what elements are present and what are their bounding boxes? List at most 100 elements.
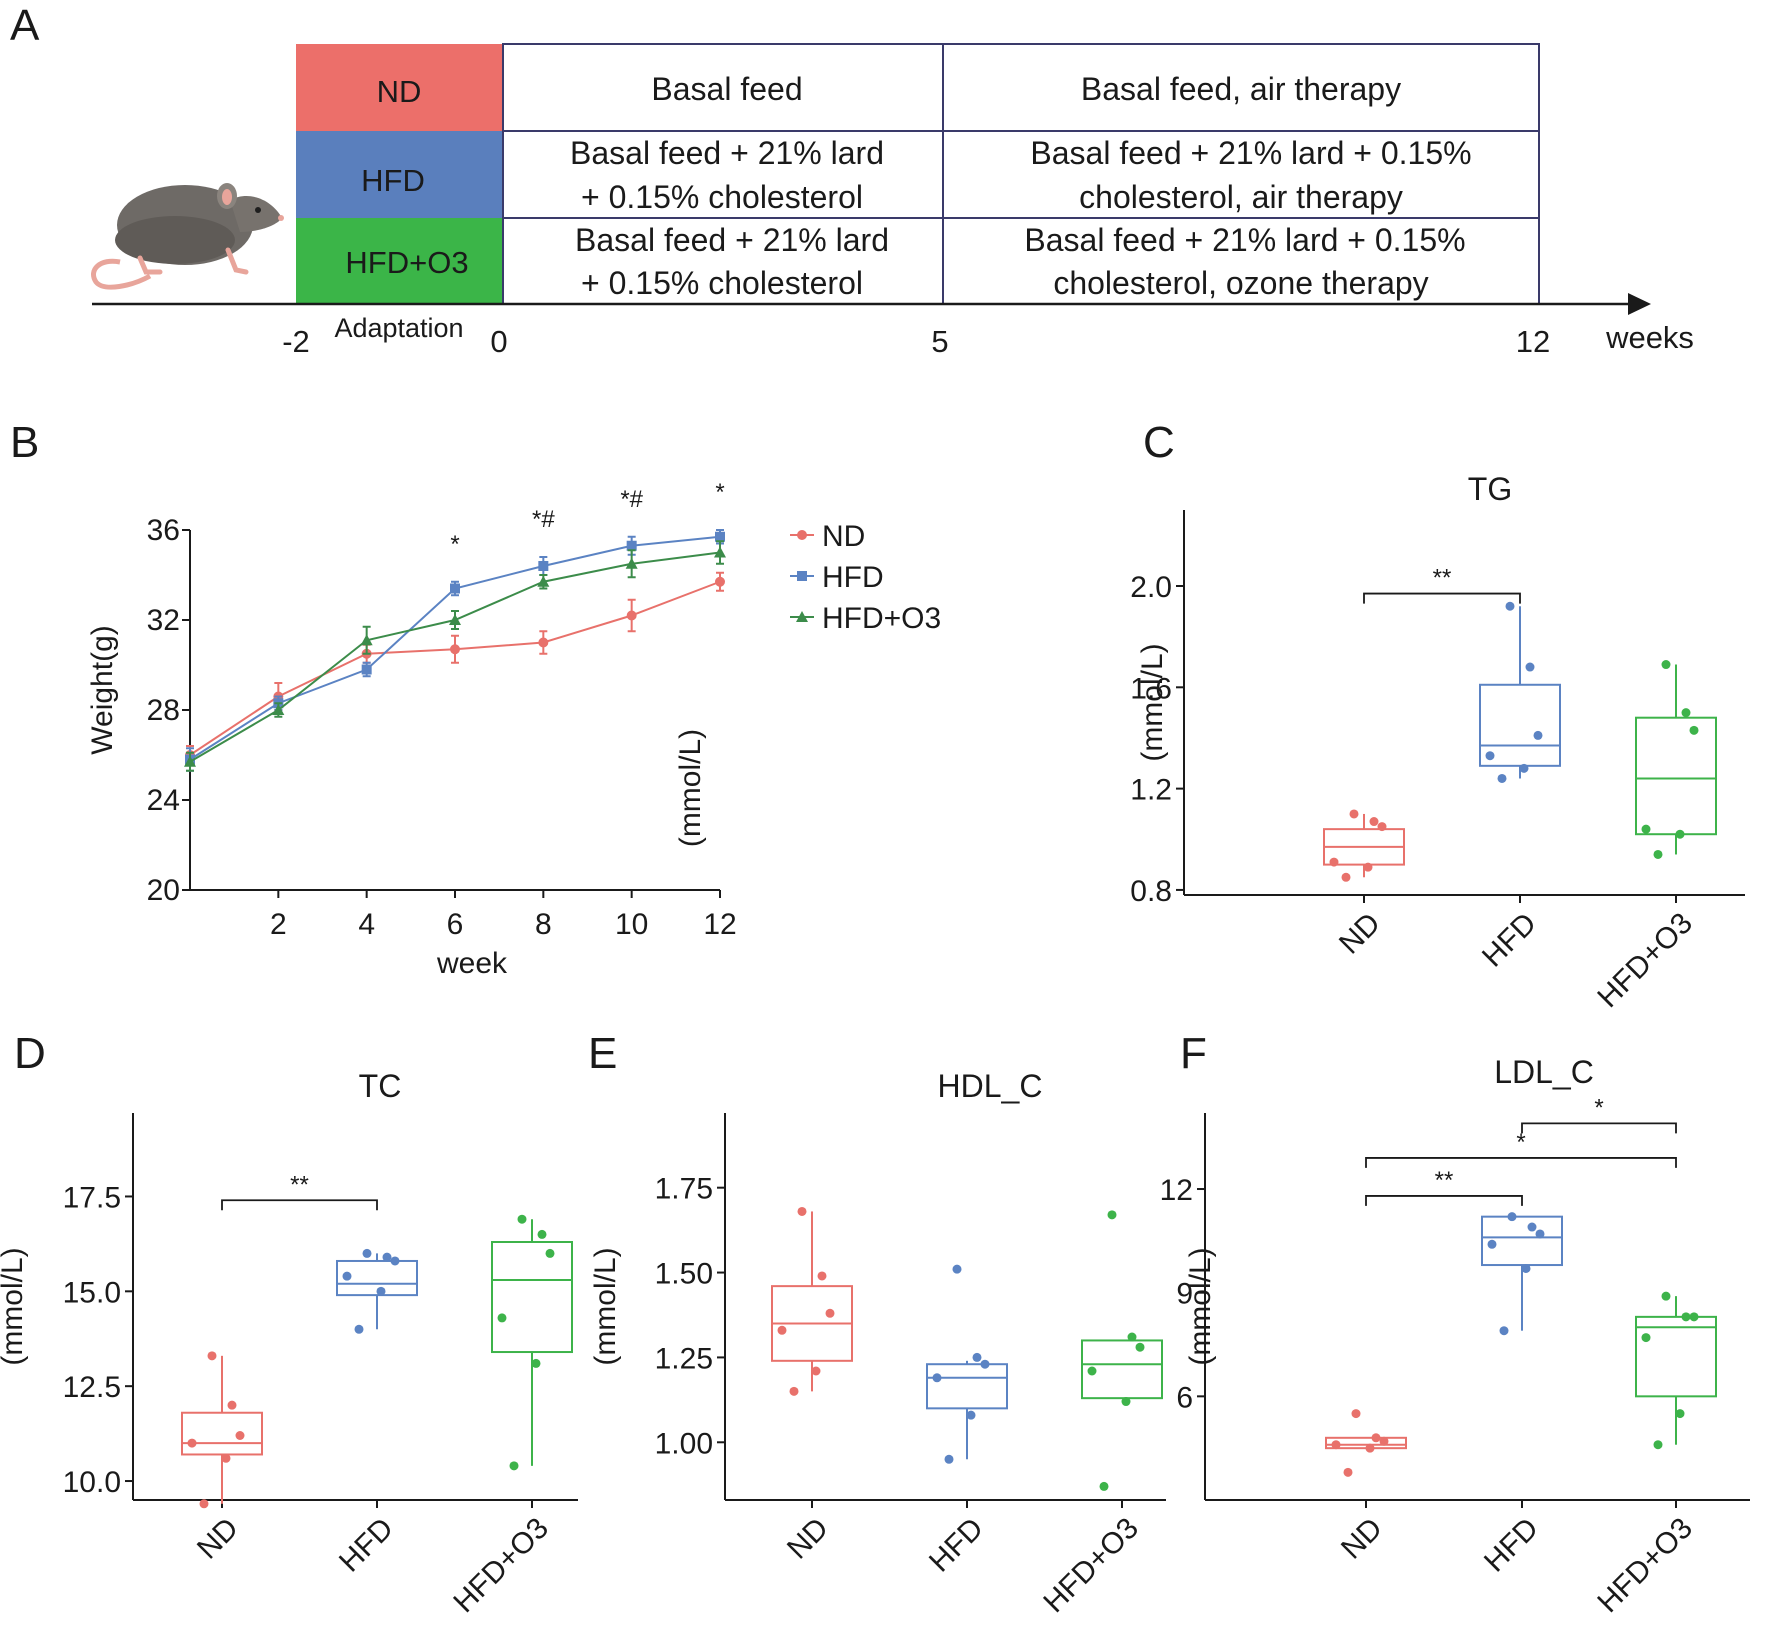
x-tick-label: 4 <box>358 908 375 941</box>
y-tick-label: 1.25 <box>655 1342 713 1375</box>
x-tick-label: ND <box>1335 1512 1389 1566</box>
data-point <box>199 1499 209 1509</box>
data-point <box>1653 1440 1663 1450</box>
data-point <box>789 1386 799 1396</box>
data-point <box>1507 1212 1517 1222</box>
cell-nd-phase1: Basal feed <box>651 71 802 107</box>
data-point <box>1343 1467 1353 1477</box>
group-block-hfd <box>296 131 503 218</box>
panel-a-letter: A <box>10 1 40 50</box>
y-axis-title: (mmol/L) <box>1136 643 1169 761</box>
data-point <box>235 1431 245 1440</box>
y-tick-label: 32 <box>147 604 180 637</box>
data-point <box>626 540 637 551</box>
cell-hfd-phase1-line2: + 0.15% cholesterol <box>581 179 863 215</box>
group-label-nd: ND <box>377 74 422 109</box>
data-point <box>342 1271 352 1281</box>
y-tick-label: 28 <box>147 694 180 727</box>
y-tick-label: 15.0 <box>63 1276 121 1309</box>
data-point <box>376 1286 386 1296</box>
data-point <box>1329 857 1339 867</box>
group-block-nd <box>296 44 503 131</box>
data-point <box>1349 809 1359 819</box>
data-point <box>531 1358 541 1368</box>
x-tick-label: 10 <box>615 908 648 941</box>
significance-label: ** <box>1435 1167 1454 1194</box>
timeline-label-minus2: -2 <box>282 324 310 359</box>
y-tick-label: 1.2 <box>1130 774 1172 807</box>
data-point <box>227 1400 237 1410</box>
y-axis-title: (mmol/L) <box>589 1247 622 1365</box>
rat-icon <box>91 183 284 290</box>
data-point <box>626 610 637 621</box>
data-point <box>517 1214 527 1224</box>
x-tick-label: 12 <box>703 908 736 941</box>
data-point <box>1363 862 1373 872</box>
box-iqr <box>926 1363 1008 1410</box>
y-axis-title: Weight(g) <box>86 625 119 755</box>
significance-bracket <box>1363 592 1521 604</box>
y-tick-label: 9 <box>1176 1278 1193 1311</box>
data-point <box>1497 773 1507 783</box>
data-point <box>1127 1332 1137 1342</box>
tg-box-plot: 0.8 1.2 1.6 2.0 TG (mmol/L) ND HFD HFD+O3 ** <box>1130 471 1745 1014</box>
data-point <box>1099 1481 1109 1491</box>
x-tick-label: HFD <box>1476 907 1543 974</box>
data-point <box>545 1248 555 1258</box>
x-tick-label: 2 <box>270 908 287 941</box>
timeline-adaptation-label: Adaptation <box>334 313 463 343</box>
data-point <box>1527 1222 1537 1232</box>
y-tick-label: 1.6 <box>1130 672 1172 705</box>
box-iqr <box>1081 1339 1163 1400</box>
data-point <box>714 546 726 558</box>
data-point <box>1675 829 1685 839</box>
legend-marker <box>796 611 808 622</box>
data-point <box>1519 763 1529 773</box>
data-point <box>390 1256 400 1266</box>
data-point <box>1107 1210 1117 1220</box>
significance-bracket <box>221 1199 378 1211</box>
data-point <box>538 561 549 571</box>
data-point <box>1371 1433 1381 1443</box>
timeline-label-5: 5 <box>931 324 948 359</box>
box-iqr <box>1635 1315 1717 1398</box>
y-tick-label: 36 <box>147 514 180 547</box>
data-point <box>944 1454 954 1464</box>
data-point <box>1525 662 1535 672</box>
plot-title: TC <box>359 1068 402 1104</box>
data-point <box>625 557 638 569</box>
data-point <box>361 664 372 675</box>
y-axis-title: (mmol/L) <box>0 1247 29 1365</box>
cell-hfdo3-phase1-line2: + 0.15% cholesterol <box>581 265 863 301</box>
panel-e-letter: E <box>588 1029 617 1078</box>
x-tick-label: HFD <box>923 1512 990 1579</box>
box-iqr <box>336 1259 418 1297</box>
cell-hfdo3-phase1-line1: Basal feed + 21% lard <box>575 222 889 258</box>
data-point <box>817 1271 827 1281</box>
data-point <box>187 1438 197 1448</box>
legend-marker <box>797 530 807 540</box>
data-point <box>1505 601 1515 611</box>
cell-hfd-phase2-line2: cholesterol, air therapy <box>1079 179 1403 215</box>
data-point <box>980 1359 990 1369</box>
box-iqr <box>1479 683 1561 767</box>
x-tick-label: ND <box>1333 907 1387 961</box>
data-point <box>966 1410 976 1420</box>
box-iqr <box>181 1411 263 1456</box>
data-point <box>382 1252 392 1262</box>
x-axis-title: week <box>436 947 508 980</box>
x-tick-label: HFD+O3 <box>1591 1512 1699 1620</box>
data-point <box>1087 1366 1097 1376</box>
y-tick-label: 2.0 <box>1130 571 1172 604</box>
data-point <box>1689 725 1699 735</box>
group-label-hfdo3: HFD+O3 <box>345 245 468 280</box>
data-point <box>1681 708 1691 718</box>
data-point <box>537 575 550 587</box>
data-point <box>1379 1436 1389 1446</box>
legend-label: ND <box>822 520 865 553</box>
data-point <box>1641 824 1651 834</box>
data-point <box>1653 849 1663 859</box>
tc-box-plot: 10.0 12.5 15.0 17.5 TC (mmol/L) ND HFD HFD+O3 ** <box>0 1068 578 1619</box>
box-iqr <box>491 1241 573 1354</box>
y-tick-label: 1.00 <box>655 1427 713 1460</box>
